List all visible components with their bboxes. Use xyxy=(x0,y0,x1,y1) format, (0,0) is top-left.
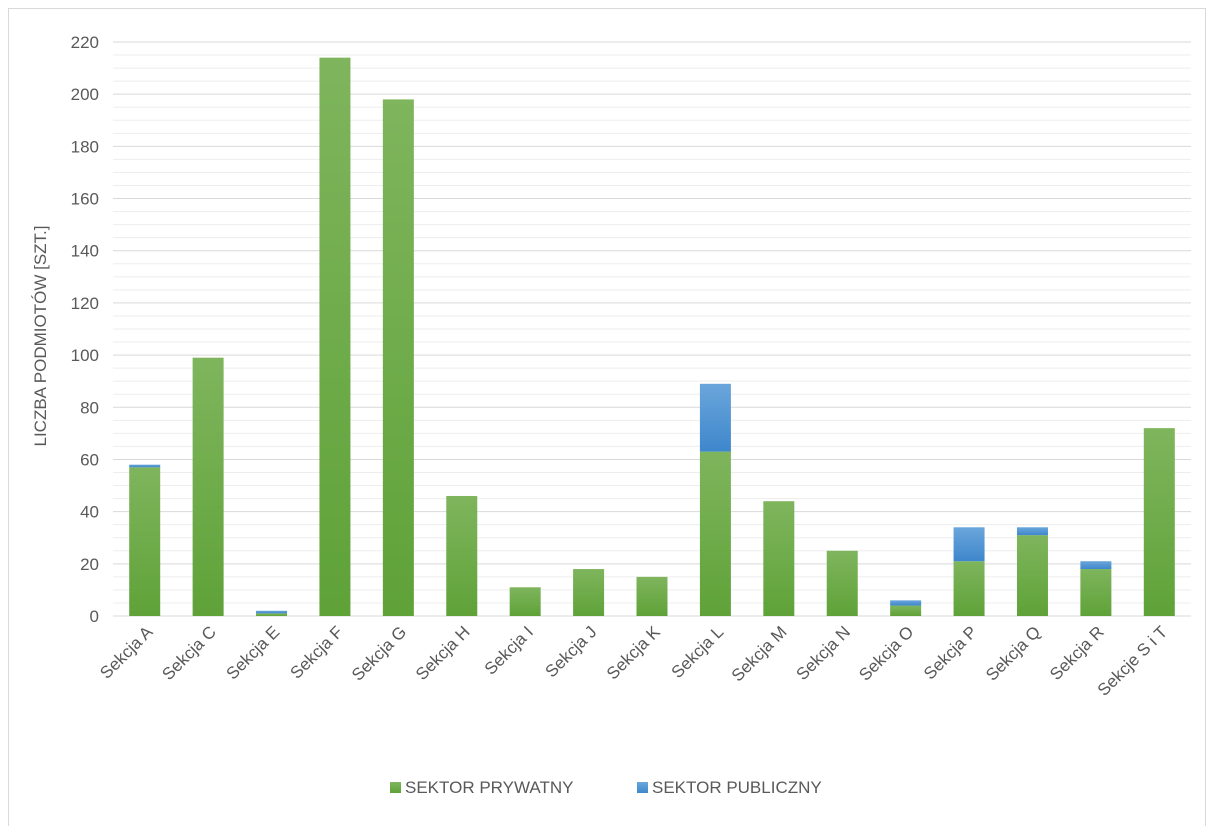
bar-segment xyxy=(256,610,288,614)
bar-segment xyxy=(129,467,161,616)
bar-segment xyxy=(1016,535,1048,616)
y-tick-label: 160 xyxy=(71,190,99,209)
y-tick-label: 20 xyxy=(80,555,99,574)
x-tick-label: Sekcja K xyxy=(603,622,664,683)
y-tick-label: 40 xyxy=(80,503,99,522)
x-tick-label: Sekcja E xyxy=(222,622,283,683)
legend-swatch xyxy=(637,782,648,793)
x-tick-label: Sekcja I xyxy=(481,622,537,678)
legend-label: SEKTOR PRYWATNY xyxy=(405,778,573,797)
legend-swatch xyxy=(390,782,401,793)
bar-segment xyxy=(573,569,605,616)
x-tick-label: Sekcja P xyxy=(920,622,981,683)
x-tick-label: Sekcja L xyxy=(668,622,728,682)
y-tick-label: 140 xyxy=(71,242,99,261)
bar-segment xyxy=(890,605,922,616)
legend: SEKTOR PRYWATNY SEKTOR PUBLICZNY xyxy=(390,778,822,797)
x-tick-label: Sekcja M xyxy=(728,622,791,685)
bar-segment xyxy=(699,451,731,616)
bar-segment xyxy=(256,613,288,616)
y-tick-label: 200 xyxy=(71,85,99,104)
y-axis-tick-labels: 0 20 40 60 80 100 120 140 160 180 200 220 xyxy=(71,33,99,626)
x-tick-label: Sekcja J xyxy=(542,622,601,681)
x-axis-tick-labels: Sekcja A Sekcja C Sekcja E Sekcja F Sekcja G… xyxy=(96,622,1171,700)
bar-segment xyxy=(826,550,858,616)
stacked-bar-chart: 0 20 40 60 80 100 120 140 160 180 200 220 LICZBA PO… xyxy=(31,33,1191,797)
bar-segment xyxy=(763,501,795,616)
x-tick-label: Sekcja H xyxy=(412,622,474,684)
x-tick-label: Sekcja O xyxy=(855,622,917,684)
x-tick-label: Sekcja R xyxy=(1046,622,1108,684)
bar-segment xyxy=(890,600,922,606)
bar-segment xyxy=(699,383,731,452)
bar-segment xyxy=(1143,428,1175,616)
bar-segment xyxy=(446,495,478,616)
gridlines xyxy=(113,41,1191,617)
bar-segment xyxy=(953,527,985,562)
x-tick-label: Sekcja Q xyxy=(982,622,1044,684)
x-tick-label: Sekcja A xyxy=(96,622,157,683)
bar-segment xyxy=(636,576,668,616)
y-tick-label: 120 xyxy=(71,294,99,313)
legend-label: SEKTOR PUBLICZNY xyxy=(652,778,822,797)
y-tick-label: 0 xyxy=(90,607,99,626)
bar-segment xyxy=(953,561,985,616)
bar-segment xyxy=(129,464,161,468)
y-tick-label: 100 xyxy=(71,346,99,365)
bar-segment xyxy=(192,357,224,616)
y-tick-label: 80 xyxy=(80,398,99,417)
x-tick-label: Sekcja F xyxy=(287,622,347,682)
y-tick-label: 180 xyxy=(71,137,99,156)
x-tick-label: Sekcja G xyxy=(348,622,410,684)
y-axis-label: LICZBA PODMIOTÓW [SZT.] xyxy=(31,225,50,446)
bar-segment xyxy=(1016,527,1048,536)
x-tick-label: Sekcja C xyxy=(158,622,220,684)
bar-segment xyxy=(1080,561,1112,570)
bar-segment xyxy=(382,99,414,616)
chart-frame: 0 20 40 60 80 100 120 140 160 180 200 220 LICZBA PO… xyxy=(8,8,1206,826)
x-tick-label: Sekcja N xyxy=(793,622,855,684)
bar-segment xyxy=(1080,569,1112,616)
bar-segment xyxy=(319,57,351,617)
bar-segment xyxy=(509,587,541,616)
bars xyxy=(129,57,1175,617)
y-tick-label: 60 xyxy=(80,450,99,469)
y-tick-label: 220 xyxy=(71,33,99,52)
